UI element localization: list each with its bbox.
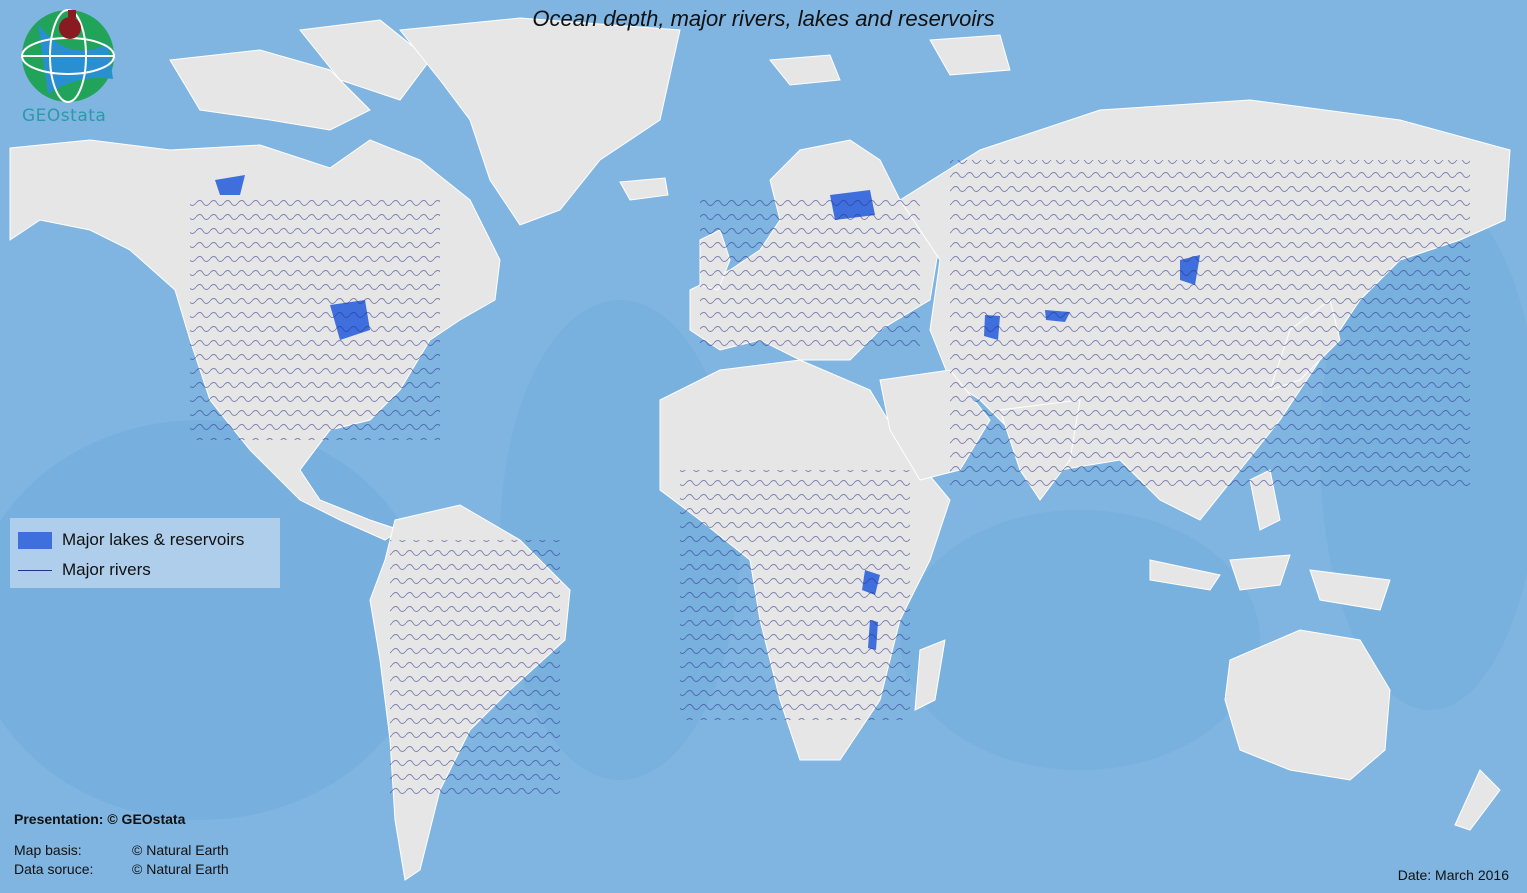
credits-block: Presentation: © GEOstata Map basis: © Na… [14,810,229,879]
legend-item-rivers: Major rivers [18,560,151,580]
map-title: Ocean depth, major rivers, lakes and res… [532,6,995,31]
lakes-swatch [18,531,52,549]
logo-text: GEOstata [22,106,107,126]
presentation-credit: Presentation: © GEOstata [14,811,186,827]
data-source-label: Data soruce: [14,861,94,877]
australia [1224,629,1391,781]
rivers-swatch [18,569,52,571]
geostata-logo [21,9,115,103]
legend-item-lakes: Major lakes & reservoirs [18,530,244,550]
data-source-value: © Natural Earth [132,861,229,877]
greenland [399,17,681,226]
map-basis-label: Map basis: [14,842,82,858]
date-label: Date: March 2016 [1397,867,1509,883]
legend-rivers-label: Major rivers [62,560,151,579]
map-basis-value: © Natural Earth [132,842,229,858]
map-legend: Major lakes & reservoirs Major rivers [10,518,280,588]
legend-lakes-label: Major lakes & reservoirs [62,530,245,549]
